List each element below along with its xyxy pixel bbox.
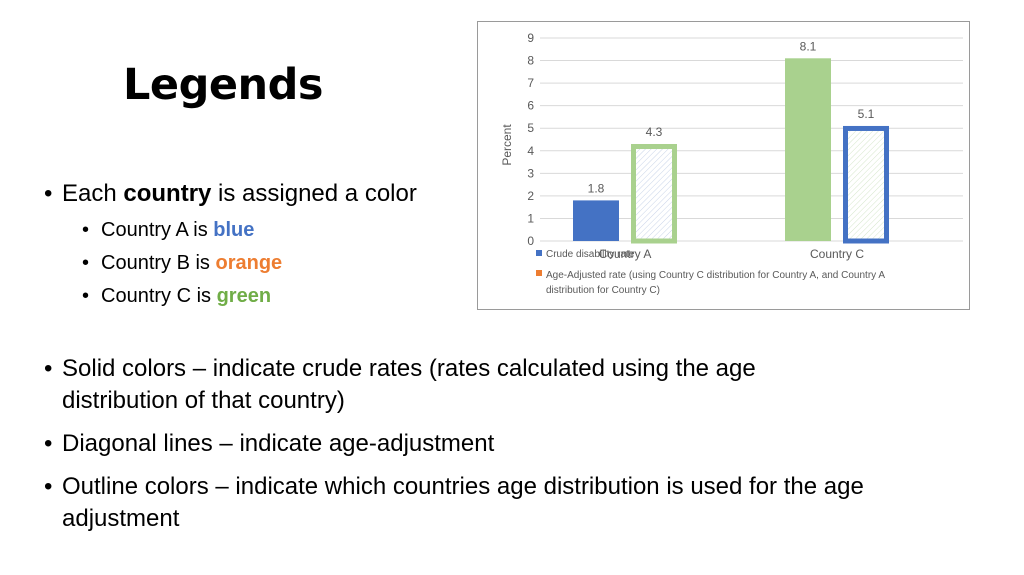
- y-tick-label: 0: [527, 234, 534, 248]
- sub-bullet-dot: •: [82, 285, 90, 307]
- category-label: Country A: [599, 247, 652, 261]
- sub-bullet-country-b: • Country B is orange: [82, 249, 282, 277]
- y-axis-label: Percent: [500, 124, 514, 166]
- bar-age-adjusted: [843, 125, 889, 244]
- bars: [573, 58, 889, 244]
- y-tick-label: 4: [527, 144, 534, 158]
- bullet-dot: •: [44, 180, 53, 207]
- bullet-dot: •: [44, 430, 53, 457]
- bullet-outline-colors: • Outline colors – indicate which countr…: [44, 471, 864, 535]
- category-labels: Country A Country C: [599, 247, 865, 261]
- data-label: 8.1: [800, 39, 817, 53]
- sub-bullet-country-a: • Country A is blue: [82, 216, 254, 244]
- data-labels: 1.8 4.3 8.1 5.1: [588, 39, 875, 195]
- sub-bullet-dot: •: [82, 219, 90, 241]
- bullet-text: Solid colors – indicate crude rates (rat…: [62, 355, 756, 382]
- sub-bullet-text: Country B is: [101, 252, 216, 274]
- legend-swatch-crude: [536, 250, 542, 256]
- bullet-dot: •: [44, 355, 53, 382]
- data-label: 4.3: [646, 125, 663, 139]
- bullet-solid-colors: • Solid colors – indicate crude rates (r…: [44, 353, 756, 417]
- bullet-text-continued: adjustment: [62, 505, 180, 532]
- sub-bullet-dot: •: [82, 252, 90, 274]
- y-tick-labels: 0 1 2 3 4 5 6 7 8 9: [527, 31, 534, 248]
- legend-swatch-age-adjusted: [536, 270, 542, 276]
- bullet-country-color: • Each country is assigned a color: [44, 178, 417, 210]
- bar-chart: 0 1 2 3 4 5 6 7 8 9 Percent 1.8 4.3 8.1 5.1 Country …: [477, 21, 970, 310]
- y-tick-label: 9: [527, 31, 534, 45]
- bullet-text-continued: distribution of that country): [62, 387, 345, 414]
- bullet-diagonal-lines: • Diagonal lines – indicate age-adjustme…: [44, 428, 494, 460]
- bullet-text: Each: [62, 180, 124, 207]
- y-tick-label: 8: [527, 54, 534, 68]
- bullet-text-end: is assigned a color: [211, 180, 417, 207]
- sub-bullet-country-c: • Country C is green: [82, 282, 271, 310]
- bullet-text: Diagonal lines – indicate age-adjustment: [62, 430, 495, 457]
- color-word-orange: orange: [215, 252, 283, 274]
- y-tick-label: 3: [527, 166, 534, 180]
- y-tick-label: 2: [527, 189, 534, 203]
- bullet-bold-word: country: [123, 180, 212, 207]
- y-tick-label: 1: [527, 211, 534, 225]
- y-tick-label: 6: [527, 99, 534, 113]
- category-label: Country C: [810, 247, 864, 261]
- sub-bullet-text: Country A is: [101, 219, 214, 241]
- y-tick-label: 5: [527, 121, 534, 135]
- bar-crude: [785, 58, 831, 241]
- y-tick-label: 7: [527, 76, 534, 90]
- bar-crude: [573, 200, 619, 241]
- data-label: 1.8: [588, 181, 605, 195]
- sub-bullet-text: Country C is: [101, 285, 217, 307]
- bar-age-adjusted: [631, 144, 677, 244]
- bullet-text: Outline colors – indicate which countrie…: [62, 473, 864, 500]
- legend-label-age-adjusted-cont: distribution for Country C): [546, 285, 660, 296]
- color-word-blue: blue: [213, 219, 255, 241]
- bullet-dot: •: [44, 473, 53, 500]
- legend-label-age-adjusted: Age-Adjusted rate (using Country C distr…: [546, 270, 885, 281]
- slide-title: Legends: [123, 60, 324, 110]
- legend-label-crude: Crude disability rate: [546, 249, 635, 260]
- chart-svg: 0 1 2 3 4 5 6 7 8 9 Percent 1.8 4.3 8.1 5.1 Country …: [500, 31, 963, 296]
- data-label: 5.1: [858, 107, 875, 121]
- color-word-green: green: [216, 285, 272, 307]
